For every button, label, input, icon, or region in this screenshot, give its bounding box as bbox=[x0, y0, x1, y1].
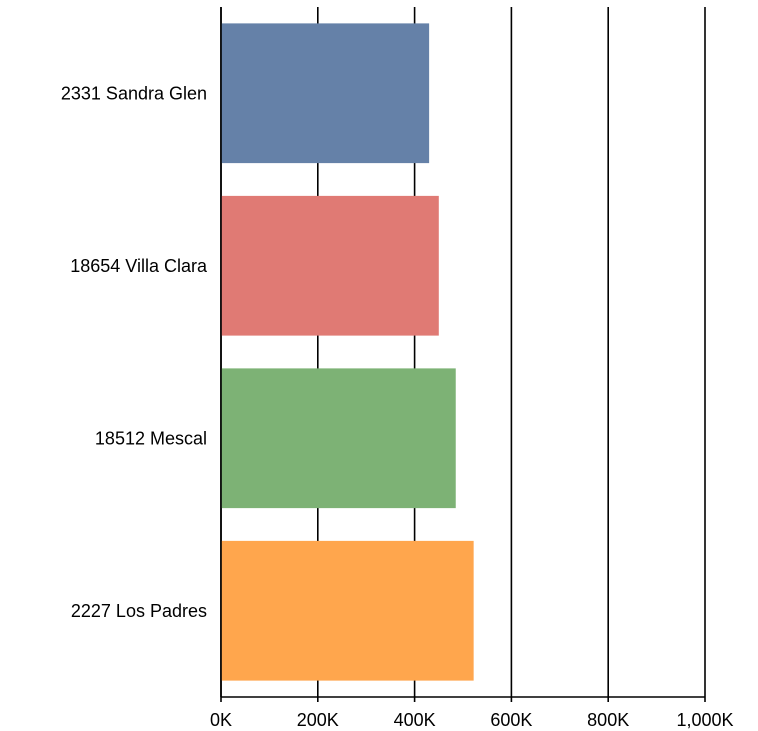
category-label: 18512 Mescal bbox=[95, 428, 207, 448]
axes bbox=[220, 7, 706, 702]
category-label: 2227 Los Padres bbox=[71, 601, 207, 621]
category-label: 18654 Villa Clara bbox=[70, 256, 208, 276]
x-tick-label: 1,000K bbox=[676, 710, 733, 730]
bar bbox=[221, 23, 430, 164]
x-tick-label: 0K bbox=[210, 710, 232, 730]
x-tick-label: 600K bbox=[490, 710, 532, 730]
x-tick-label: 200K bbox=[297, 710, 339, 730]
category-label: 2331 Sandra Glen bbox=[61, 83, 207, 103]
bars bbox=[221, 23, 474, 681]
bar bbox=[221, 540, 474, 681]
x-tick-label: 800K bbox=[587, 710, 629, 730]
bar bbox=[221, 195, 439, 336]
x-tick-label: 400K bbox=[394, 710, 436, 730]
bar bbox=[221, 368, 456, 509]
labels: 0K 200K 400K 600K 800K 1,000K 2331 Sandra Glen… bbox=[61, 83, 734, 730]
